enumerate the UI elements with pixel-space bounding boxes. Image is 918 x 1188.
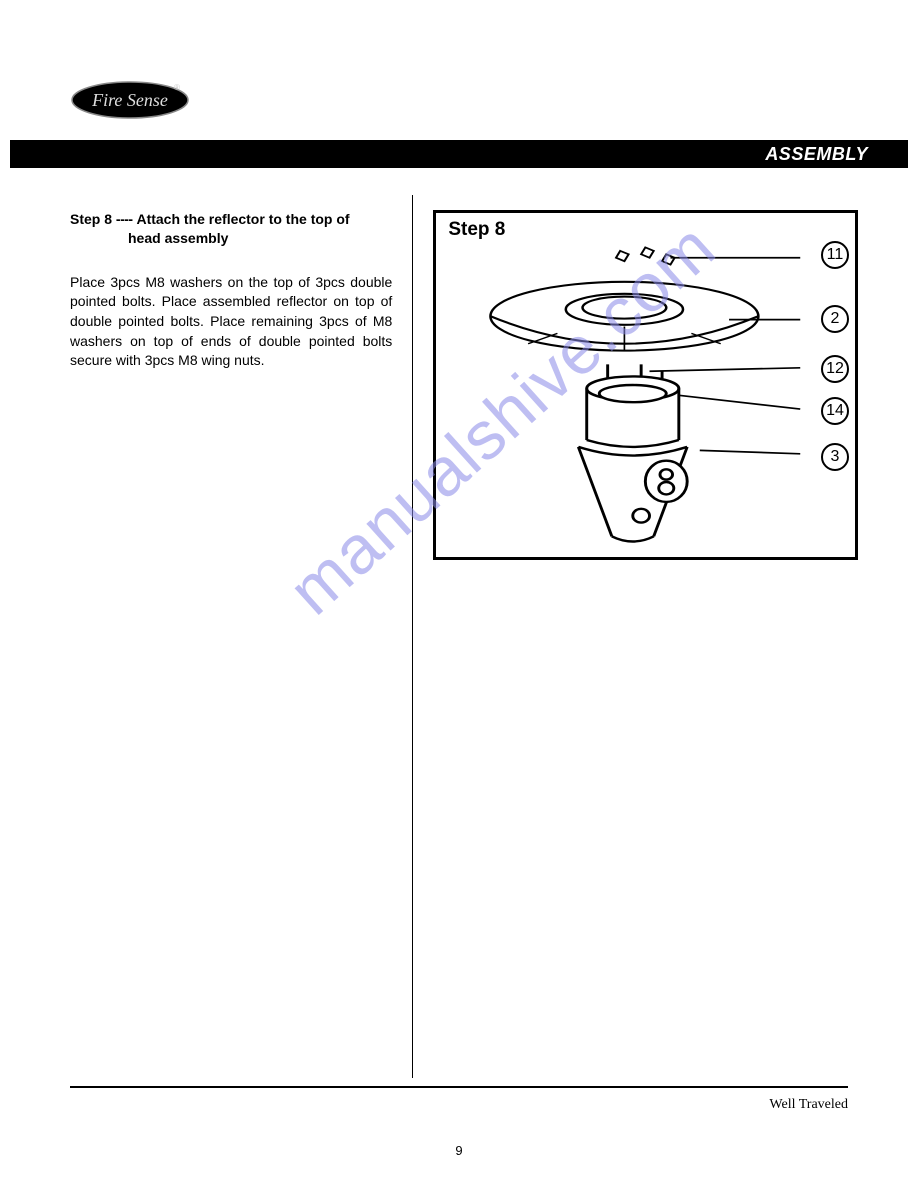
diagram-column: Step 8 [412,195,848,1078]
instruction-column: Step 8 ---- Attach the reflector to the … [70,195,412,1078]
step-number: Step 8 [70,211,112,227]
assembly-diagram [436,213,855,557]
callout-12: 12 [821,355,849,383]
footer-rule [70,1086,848,1088]
svg-text:®: ® [174,83,180,92]
section-header-bar: ASSEMBLY [10,140,908,168]
page-number: 9 [455,1143,462,1158]
step-title-line1: Attach the reflector to the top of [136,211,349,227]
callout-11: 11 [821,241,849,269]
brand-logo: Fire Sense ® [70,80,190,125]
callout-2: 2 [821,305,849,333]
footer-brand: Well Traveled [769,1097,848,1113]
step-dashes: ---- [116,211,133,227]
callout-14: 14 [821,397,849,425]
logo-text: Fire Sense [91,90,168,110]
section-header-title: ASSEMBLY [765,144,868,165]
callout-3: 3 [821,443,849,471]
step-body-text: Place 3pcs M8 washers on the top of 3pcs… [70,273,392,371]
step-title-line2: head assembly [128,229,392,248]
step-heading: Step 8 ---- Attach the reflector to the … [70,210,392,248]
diagram-frame: Step 8 [433,210,858,560]
